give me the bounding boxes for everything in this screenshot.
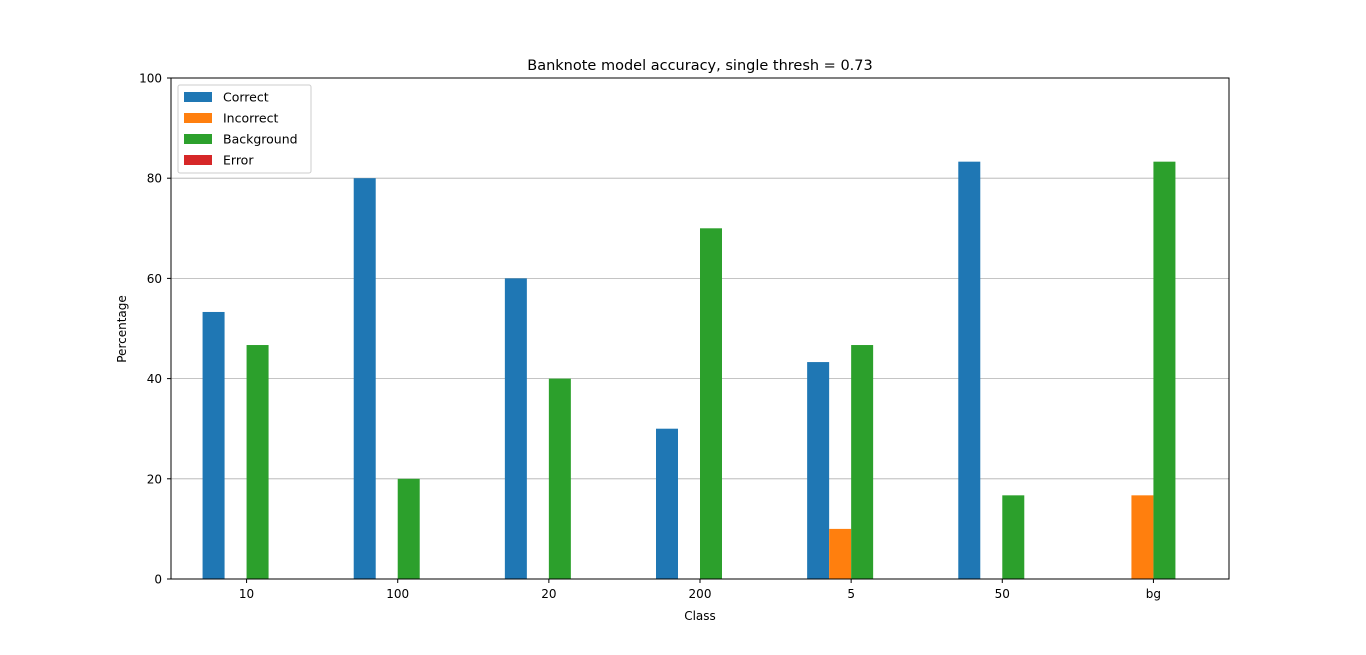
- bar-correct-10: [202, 311, 225, 579]
- x-tick-label: 50: [995, 587, 1010, 601]
- y-axis-label: Percentage: [115, 295, 129, 363]
- y-tick-label: 40: [147, 372, 162, 386]
- x-tick-label: 200: [689, 587, 712, 601]
- legend-swatch-error: [184, 155, 212, 165]
- bar-background-10: [246, 345, 269, 579]
- x-tick-label: 10: [239, 587, 254, 601]
- legend-swatch-correct: [184, 92, 212, 102]
- y-tick-label: 0: [154, 573, 162, 587]
- bar-background-20: [548, 378, 571, 579]
- bar-background-5: [851, 345, 874, 579]
- x-tick-label: 100: [386, 587, 409, 601]
- x-axis-label: Class: [684, 609, 716, 623]
- chart-title: Banknote model accuracy, single thresh =…: [527, 58, 872, 74]
- x-tick-label: bg: [1146, 587, 1161, 601]
- bar-background-50: [1002, 495, 1025, 579]
- bar-background-100: [397, 478, 420, 579]
- legend-swatch-background: [184, 134, 212, 144]
- x-axis-ticks: 10 100 20 200 5 50 bg: [239, 579, 1161, 601]
- bar-correct-50: [958, 161, 981, 580]
- bar-correct-5: [807, 362, 830, 579]
- bar-correct-20: [504, 278, 527, 579]
- bar-incorrect-bg: [1131, 495, 1154, 579]
- legend-label-incorrect: Incorrect: [223, 111, 278, 126]
- legend-label-correct: Correct: [223, 90, 269, 105]
- legend-label-error: Error: [223, 153, 254, 168]
- y-tick-label: 20: [147, 472, 162, 486]
- bar-correct-100: [353, 178, 376, 579]
- legend-swatch-incorrect: [184, 113, 212, 123]
- legend-box: [177, 84, 312, 174]
- bar-incorrect-5: [829, 528, 852, 579]
- y-axis-ticks: 0 20 40 60 80 100: [139, 72, 171, 587]
- bar-correct-200: [656, 428, 678, 579]
- x-tick-label: 20: [541, 587, 556, 601]
- legend-label-background: Background: [223, 132, 298, 147]
- y-tick-label: 80: [147, 172, 162, 186]
- y-tick-label: 60: [147, 272, 162, 286]
- bar-background-bg: [1153, 161, 1176, 580]
- x-tick-label: 5: [847, 587, 855, 601]
- bar-background-200: [700, 228, 722, 580]
- legend: Correct Incorrect Background Error: [177, 84, 312, 174]
- y-tick-label: 100: [139, 72, 162, 86]
- bars: [202, 161, 1176, 580]
